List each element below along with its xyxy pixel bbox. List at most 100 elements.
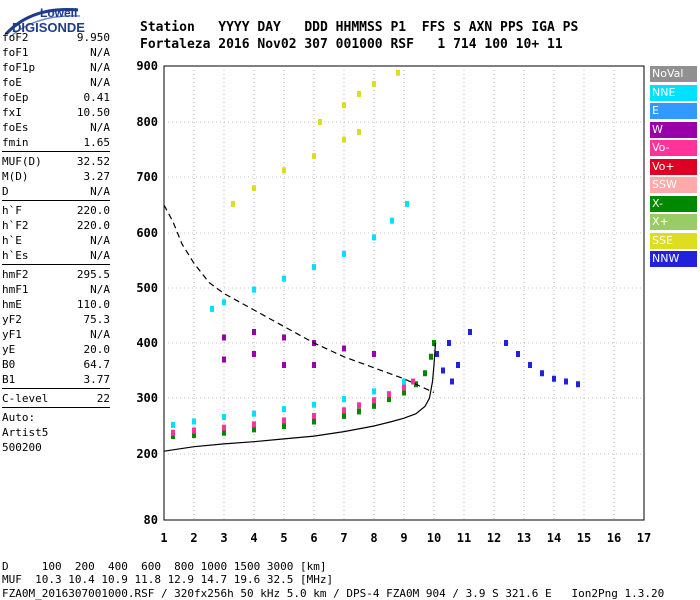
logo-swoosh — [4, 8, 81, 38]
legend-item: NNW — [650, 251, 697, 267]
footer-muf: MUF 10.3 10.4 10.9 11.8 12.9 14.7 19.6 3… — [2, 573, 334, 586]
echo-point — [372, 388, 376, 395]
echo-point — [282, 417, 286, 424]
echo-point — [405, 200, 409, 207]
divider — [2, 151, 110, 152]
parameter-value: 20.0 — [83, 343, 111, 356]
parameter-group-profile: hmF2 295.5 hmF1 N/A hmE 110.0 yF2 75.3 yF1 N/A yE 2… — [2, 267, 110, 387]
echo-point — [372, 402, 376, 409]
parameter-name: h`F2 — [2, 219, 29, 232]
divider — [2, 388, 110, 389]
x-tick-label: 3 — [220, 531, 227, 545]
divider — [2, 264, 110, 265]
y-tick-label: 600 — [136, 226, 158, 240]
x-tick-label: 9 — [400, 531, 407, 545]
echo-point — [252, 426, 256, 433]
echo-point — [402, 384, 406, 391]
echo-point — [252, 329, 256, 335]
logo-main-text: DIGISONDE — [12, 20, 85, 35]
parameter-row: foF2 9.950 — [2, 30, 110, 45]
echo-point — [282, 334, 286, 341]
legend-item: E — [650, 103, 697, 119]
echo-point — [171, 429, 175, 436]
echo-point — [564, 378, 568, 385]
echo-point — [222, 299, 226, 306]
plot-frame — [163, 65, 645, 521]
legend-item: NNE — [650, 84, 697, 101]
echo-point — [342, 412, 346, 419]
parameter-value: 0.41 — [83, 91, 111, 104]
parameter-row: hmF2 295.5 — [2, 267, 110, 282]
echo-point — [192, 427, 196, 434]
echo-point — [282, 423, 286, 429]
parameter-value: N/A — [90, 185, 110, 198]
parameter-row: B0 64.7 — [2, 357, 110, 372]
echo-point — [342, 250, 346, 257]
parameter-row: foF1 N/A — [2, 45, 110, 60]
x-tick-label: 11 — [457, 531, 471, 545]
echo-point — [282, 275, 286, 282]
echo-point — [357, 402, 361, 409]
x-tick-label: 5 — [280, 531, 287, 545]
logo-top-text: Lowell — [40, 6, 78, 20]
echo-point — [357, 408, 361, 415]
parameter-name: foF1p — [2, 61, 36, 74]
parameter-value: N/A — [90, 61, 110, 74]
parameter-value: 295.5 — [76, 268, 110, 281]
parameter-name: B1 — [2, 373, 16, 386]
parameter-group-virtual-heights: h`F 220.0 h`F2 220.0 h`E N/A h`Es N/A — [2, 203, 110, 263]
parameter-name: foF2 — [2, 31, 29, 44]
parameter-value: N/A — [90, 328, 110, 341]
parameter-row: C-level 22 — [2, 391, 110, 406]
echo-point — [210, 305, 214, 312]
legend-item: Vo- — [650, 140, 697, 156]
parameter-name: yE — [2, 343, 16, 356]
parameter-row: fxI 10.50 — [2, 105, 110, 120]
parameter-value: N/A — [90, 249, 110, 262]
data-marks — [171, 69, 580, 440]
auto-label: Auto: — [2, 411, 36, 424]
parameter-row: D N/A — [2, 184, 110, 199]
echo-point — [252, 421, 256, 428]
parameter-name: hmF1 — [2, 283, 29, 296]
echo-point — [432, 340, 436, 346]
parameter-value: N/A — [90, 234, 110, 247]
echo-point — [456, 362, 460, 368]
echo-point — [402, 389, 406, 396]
echo-point — [576, 381, 580, 388]
virtual-height-model-line — [163, 342, 437, 452]
echo-point — [171, 421, 175, 428]
echo-point — [423, 370, 427, 377]
parameter-value: 32.52 — [76, 155, 110, 168]
echo-point — [390, 217, 394, 224]
parameter-group-muf: MUF(D) 32.52 M(D) 3.27 D N/A — [2, 154, 110, 199]
x-tick-label: 4 — [250, 531, 257, 545]
y-tick-label: 900 — [136, 59, 158, 73]
parameter-row: hmF1 N/A — [2, 282, 110, 297]
auto-version: 500200 — [2, 441, 42, 454]
tick-labels: 1 2 3 4 5 6 7 8 9 10 11 12 13 14 15 16 17802003004005006… — [136, 59, 651, 545]
echo-point — [402, 378, 406, 385]
divider — [2, 200, 110, 201]
echo-point — [222, 334, 226, 341]
echo-point — [450, 378, 454, 385]
parameter-row: h`E N/A — [2, 233, 110, 248]
echo-point — [441, 367, 445, 374]
parameter-value: N/A — [90, 283, 110, 296]
echo-point — [411, 378, 415, 385]
echo-point — [387, 391, 391, 398]
legend-item: X- — [650, 195, 697, 212]
echo-point — [528, 362, 532, 368]
parameter-name: B0 — [2, 358, 16, 371]
y-tick-label: 500 — [136, 281, 158, 295]
echo-point — [342, 396, 346, 403]
parameter-name: foEp — [2, 91, 29, 104]
parameter-row: foEs N/A — [2, 120, 110, 135]
echo-point — [222, 414, 226, 421]
parameter-name: h`F — [2, 204, 22, 217]
echo-point — [342, 136, 346, 143]
parameter-name: hmF2 — [2, 268, 29, 281]
parameter-name: yF1 — [2, 328, 22, 341]
parameter-name: h`Es — [2, 249, 29, 262]
echo-point — [192, 431, 196, 438]
